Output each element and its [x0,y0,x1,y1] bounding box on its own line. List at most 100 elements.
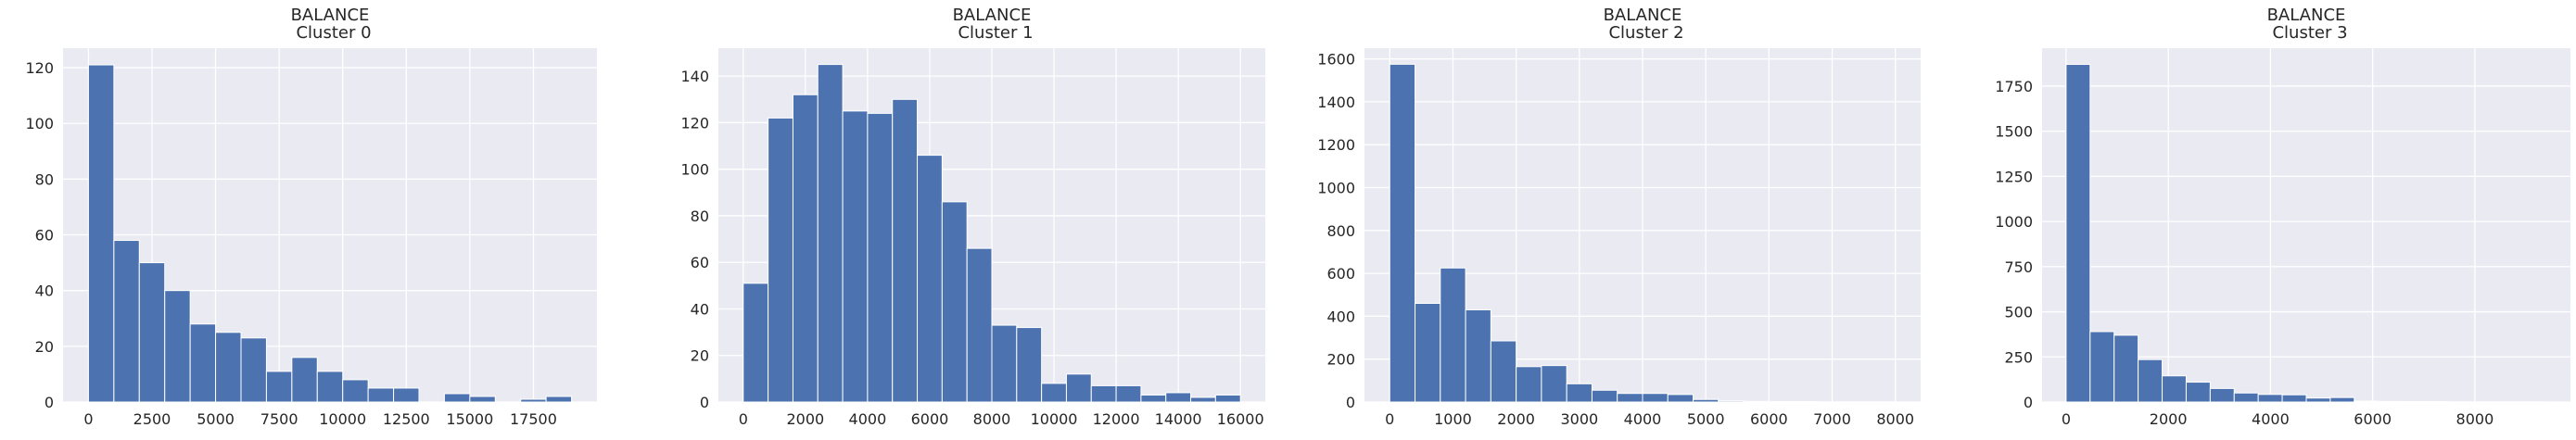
y-tick-label: 750 [2004,258,2033,276]
y-tick-label: 1200 [1317,136,1355,154]
chart-title-line2: Cluster 0 [296,23,371,43]
histogram-bar [867,112,894,403]
histogram-bar [2233,392,2259,403]
chart-title-line2: Cluster 3 [2272,23,2347,43]
y-tick-label: 60 [35,227,54,245]
histogram-bar [1190,396,1216,403]
histogram-bar [87,64,115,403]
y-tick-label: 500 [2004,304,2033,321]
x-tick-label: 0 [83,410,93,428]
chart-title-line2: Cluster 2 [1608,23,1683,43]
y-tick-label: 1250 [1995,168,2033,185]
x-tick-label: 0 [1385,410,1394,428]
x-tick-label: 6000 [1750,410,1788,428]
histogram-bar [265,371,293,403]
y-tick-label: 40 [35,283,54,300]
histogram-bar [1041,383,1067,403]
histogram-bar [545,396,573,403]
histogram-bar [1165,392,1192,403]
histogram-bar [113,240,140,403]
x-tick-label: 4000 [1624,410,1662,428]
y-tick-label: 0 [2024,394,2033,411]
histogram-bar [1718,400,1745,403]
histogram-bar [443,393,471,403]
histogram-bar [2354,400,2379,403]
histogram-bar [966,247,993,403]
histogram-bar [189,323,217,403]
histogram-panel-2: 0 1000 2000 3000 4000 5000 6000 7000 8000 0 200 400… [1317,6,1921,428]
histogram-bar [2281,394,2307,403]
histogram-bar [1617,393,1643,403]
x-tick-label: 6000 [911,410,949,428]
histogram-bar [342,379,369,403]
chart-title-line1: BALANCE [2267,6,2346,25]
y-tick-label: 400 [1326,308,1355,325]
y-tick-label: 1750 [1995,78,2033,95]
y-tick-label: 120 [680,114,709,132]
histogram-bar [1541,365,1567,403]
y-tick-label: 1600 [1317,51,1355,69]
histogram-bar [2329,396,2355,403]
histogram-bar [240,337,267,403]
histogram-bar [2113,334,2139,403]
x-tick-label: 2000 [2150,410,2188,428]
x-tick-label: 10000 [1031,410,1078,428]
x-tick-label: 12500 [383,410,430,428]
y-tick-label: 0 [44,394,54,411]
histogram-bar [2378,400,2404,403]
histogram-bar [520,398,547,403]
histogram-bar [1440,267,1466,403]
histogram-bar [817,64,844,403]
histogram-panel-0: 0 2500 5000 7500 10000 12500 15000 17500 0 20 40 60… [25,6,597,428]
y-tick-label: 140 [680,68,709,85]
x-tick-label: 4000 [2252,410,2290,428]
y-tick-label: 800 [1326,222,1355,240]
y-tick-label: 1400 [1317,94,1355,111]
x-tick-label: 3000 [1560,410,1598,428]
histogram-bar [469,396,496,403]
histogram-bar [2138,358,2164,403]
histogram-bar [1465,308,1491,403]
y-tick-label: 1000 [1317,179,1355,196]
chart-title-line1: BALANCE [1604,6,1682,25]
histogram-bar [393,387,420,403]
histogram-bar [892,98,919,403]
chart-title-line1: BALANCE [291,6,370,25]
x-tick-label: 5000 [197,410,235,428]
y-tick-label: 20 [691,347,709,365]
y-tick-label: 60 [691,254,709,271]
histogram-bar [1214,394,1241,403]
y-tick-label: 250 [2004,348,2033,366]
y-tick-label: 100 [25,115,54,132]
x-tick-label: 14000 [1155,410,1202,428]
histogram-bar [2162,375,2187,403]
histogram-panel-3: 0 2000 4000 6000 8000 0 250 500 750 1000 1250 1500 1… [1995,6,2570,428]
histogram-bar [291,357,318,403]
histogram-bar [2257,394,2283,403]
x-tick-label: 2500 [133,410,171,428]
histogram-bar [941,201,968,403]
histogram-bar [367,387,395,403]
histogram-bar [1566,383,1593,403]
x-tick-label: 4000 [849,410,887,428]
chart-title-line2: Cluster 1 [958,23,1033,43]
histogram-bar [1065,373,1092,403]
x-tick-label: 8000 [2456,410,2494,428]
histogram-panel-1: 0 2000 4000 6000 8000 10000 12000 14000 16000 0 20… [680,6,1265,428]
histogram-bar [1140,394,1167,403]
y-tick-label: 80 [691,207,709,225]
x-tick-label: 7500 [260,410,298,428]
y-tick-label: 1000 [1995,213,2033,231]
histogram-bar [1090,384,1117,403]
y-tick-label: 600 [1326,265,1355,283]
x-tick-label: 2000 [787,410,825,428]
histogram-bar [1415,303,1441,403]
histogram-bar [1642,393,1669,403]
x-tick-label: 16000 [1217,410,1264,428]
histogram-bar [215,332,242,403]
x-tick-label: 7000 [1813,410,1851,428]
x-tick-label: 15000 [446,410,493,428]
x-tick-label: 5000 [1687,410,1725,428]
histogram-bar [2209,387,2235,403]
